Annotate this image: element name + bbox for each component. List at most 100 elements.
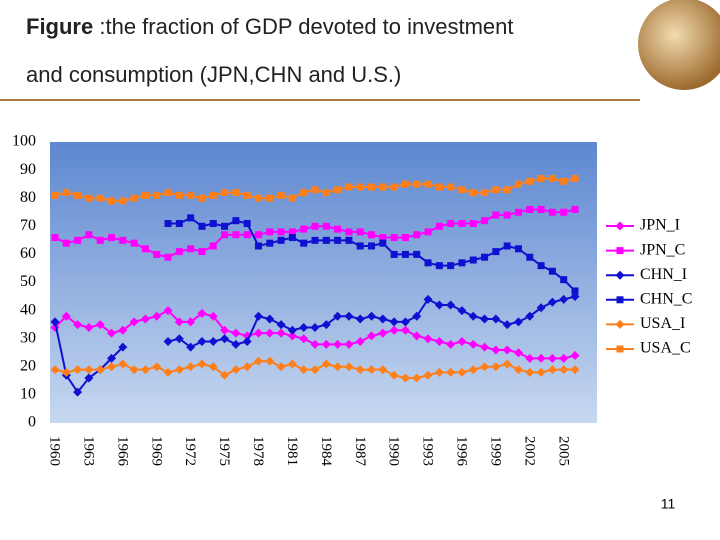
- marker: [468, 311, 478, 321]
- marker: [198, 194, 206, 202]
- marker: [266, 239, 274, 247]
- marker: [401, 250, 409, 258]
- marker: [265, 314, 275, 324]
- y-tick-label: 70: [20, 217, 36, 234]
- marker: [355, 337, 365, 347]
- title-line-2: and consumption (JPN,CHN and U.S.): [26, 62, 402, 87]
- marker: [503, 211, 511, 219]
- title-text: :the fraction of GDP devoted to investme…: [99, 14, 514, 39]
- marker: [401, 234, 409, 242]
- marker: [186, 317, 196, 327]
- marker: [547, 365, 557, 375]
- marker: [458, 186, 466, 194]
- marker: [571, 287, 579, 295]
- marker: [401, 180, 409, 188]
- marker: [253, 356, 263, 366]
- marker: [243, 231, 251, 239]
- marker: [107, 362, 117, 372]
- marker: [548, 175, 556, 183]
- marker: [570, 351, 580, 361]
- marker: [209, 191, 217, 199]
- marker: [560, 276, 568, 284]
- marker: [547, 353, 557, 363]
- legend-marker: [616, 296, 624, 304]
- marker: [153, 250, 161, 258]
- marker: [525, 311, 535, 321]
- x-tick-label: 1972: [182, 436, 198, 466]
- marker: [413, 180, 421, 188]
- page-number: 11: [661, 496, 676, 512]
- marker: [221, 222, 229, 230]
- marker: [435, 183, 443, 191]
- marker: [355, 365, 365, 375]
- x-tick-label: 2005: [555, 436, 571, 466]
- marker: [344, 362, 354, 372]
- marker: [571, 205, 579, 213]
- marker: [208, 311, 218, 321]
- marker: [243, 219, 251, 227]
- marker: [118, 359, 128, 369]
- marker: [85, 194, 93, 202]
- marker: [322, 236, 330, 244]
- marker: [231, 328, 241, 338]
- marker: [221, 231, 229, 239]
- marker: [108, 197, 116, 205]
- marker: [400, 373, 410, 383]
- marker: [208, 362, 218, 372]
- marker: [73, 320, 83, 330]
- marker: [368, 183, 376, 191]
- marker: [502, 345, 512, 355]
- marker: [232, 217, 240, 225]
- marker: [368, 231, 376, 239]
- legend-marker: [615, 319, 625, 329]
- marker: [321, 359, 331, 369]
- marker: [345, 236, 353, 244]
- marker: [299, 365, 309, 375]
- marker: [152, 362, 162, 372]
- y-tick-label: 50: [20, 273, 36, 290]
- x-tick-label: 2002: [521, 436, 537, 466]
- marker: [457, 306, 467, 316]
- marker: [571, 175, 579, 183]
- marker: [367, 331, 377, 341]
- marker: [51, 191, 59, 199]
- legend-marker: [616, 247, 624, 255]
- marker: [560, 208, 568, 216]
- marker: [209, 242, 217, 250]
- marker: [96, 194, 104, 202]
- marker: [389, 370, 399, 380]
- marker: [333, 339, 343, 349]
- marker: [96, 236, 104, 244]
- x-tick-label: 1990: [386, 436, 402, 466]
- marker: [457, 337, 467, 347]
- marker: [220, 325, 230, 335]
- marker: [458, 219, 466, 227]
- marker: [413, 250, 421, 258]
- marker: [424, 259, 432, 267]
- marker: [164, 253, 172, 261]
- marker: [129, 317, 139, 327]
- marker: [197, 359, 207, 369]
- legend-label: USA_I: [640, 315, 685, 332]
- marker: [242, 362, 252, 372]
- marker: [481, 217, 489, 225]
- marker: [468, 339, 478, 349]
- marker: [74, 191, 82, 199]
- marker: [491, 345, 501, 355]
- x-tick-label: 1975: [216, 436, 232, 466]
- marker: [175, 248, 183, 256]
- y-tick-label: 10: [20, 386, 36, 403]
- marker: [287, 359, 297, 369]
- y-tick-label: 0: [28, 414, 36, 431]
- marker: [95, 320, 105, 330]
- marker: [119, 236, 127, 244]
- marker: [389, 325, 399, 335]
- marker: [253, 311, 263, 321]
- marker: [74, 236, 82, 244]
- legend-marker: [615, 270, 625, 280]
- marker: [435, 262, 443, 270]
- marker: [536, 367, 546, 377]
- marker: [276, 320, 286, 330]
- marker: [333, 362, 343, 372]
